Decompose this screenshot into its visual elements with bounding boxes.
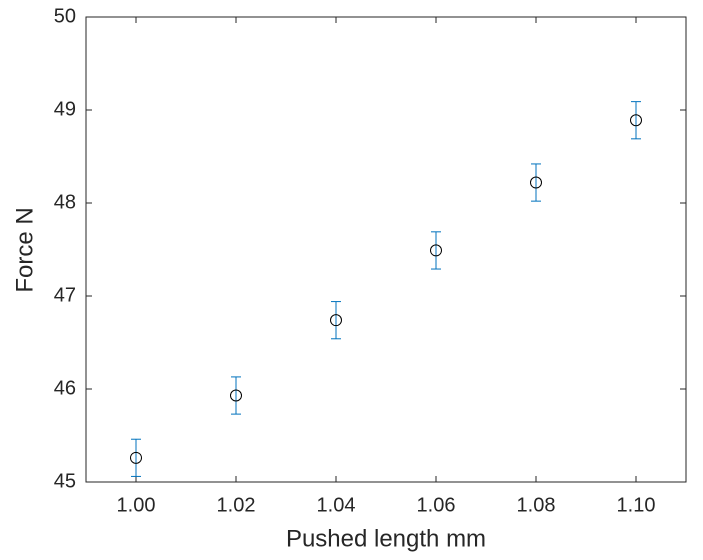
data-point — [330, 314, 342, 327]
data-point — [630, 114, 642, 127]
error-bar — [231, 376, 241, 415]
x-tick-label: 1.00 — [117, 494, 156, 516]
x-tick-label: 1.10 — [617, 494, 656, 516]
y-tick-label: 50 — [54, 5, 76, 27]
data-point — [530, 176, 542, 189]
y-tick-label: 47 — [54, 284, 76, 306]
error-bar — [531, 163, 541, 202]
error-bar — [131, 438, 141, 477]
error-bar — [331, 301, 341, 340]
x-axis-label: Pushed length mm — [286, 525, 486, 552]
y-tick-label: 45 — [54, 470, 76, 492]
y-tick-label: 46 — [54, 377, 76, 399]
x-tick-label: 1.02 — [217, 494, 256, 516]
plot-frame — [85, 16, 687, 483]
data-point — [130, 451, 142, 464]
data-point — [230, 389, 242, 402]
error-bar — [431, 231, 441, 270]
y-axis-label: Force N — [11, 207, 38, 292]
error-bar — [631, 101, 641, 140]
y-tick-label: 49 — [54, 98, 76, 120]
x-tick-label: 1.04 — [317, 494, 356, 516]
y-tick-label: 48 — [54, 191, 76, 213]
data-point — [430, 244, 442, 257]
x-tick-label: 1.08 — [517, 494, 556, 516]
x-tick-label: 1.06 — [417, 494, 456, 516]
